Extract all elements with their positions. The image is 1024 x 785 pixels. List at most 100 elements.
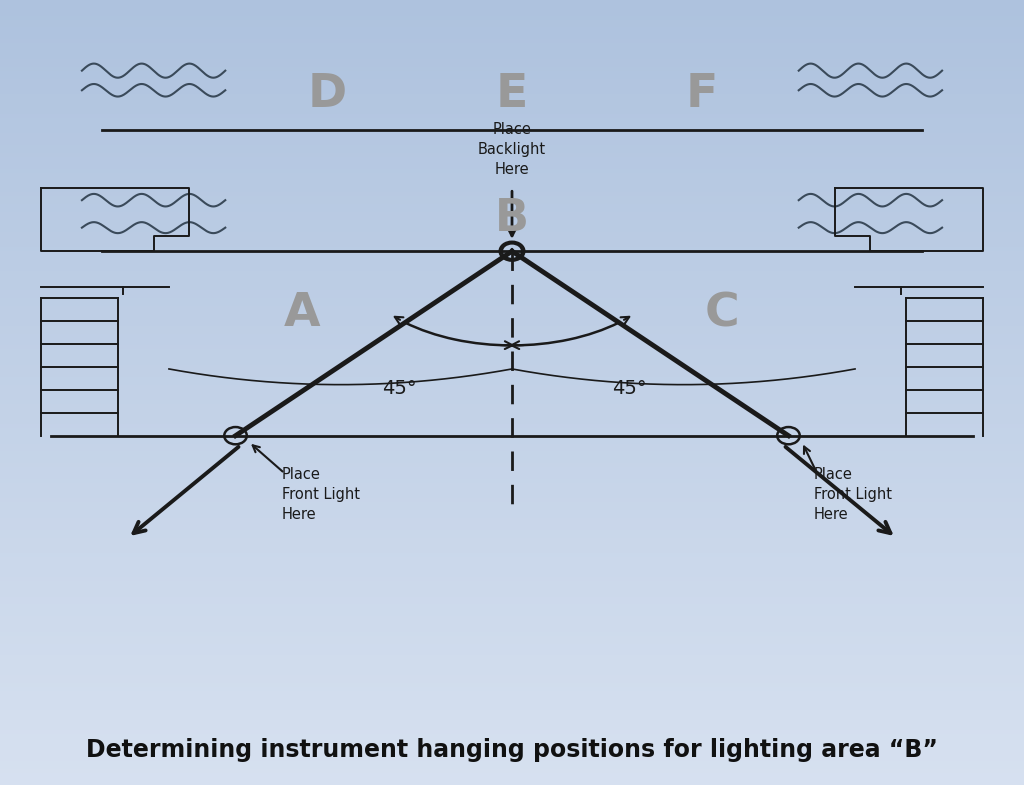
Bar (0, 432, 1024, 436)
Text: 45°: 45° (612, 379, 647, 398)
Bar (0, 192, 1024, 196)
Bar (0, 102, 1024, 106)
Bar (0, 236, 1024, 239)
Bar (0, 259, 1024, 263)
Bar (0, 181, 1024, 184)
Bar (0, 758, 1024, 761)
Bar (0, 271, 1024, 275)
Bar (0, 39, 1024, 43)
Bar (0, 169, 1024, 173)
Bar (0, 553, 1024, 557)
Bar (0, 24, 1024, 27)
Bar (0, 106, 1024, 110)
Bar (0, 498, 1024, 502)
Bar (0, 573, 1024, 577)
Bar (0, 761, 1024, 765)
Bar (0, 604, 1024, 608)
Bar (0, 659, 1024, 663)
Bar (0, 157, 1024, 161)
Bar (0, 510, 1024, 514)
Bar (0, 161, 1024, 165)
Bar (0, 59, 1024, 63)
Bar (0, 628, 1024, 632)
Bar (0, 585, 1024, 589)
Bar (0, 624, 1024, 628)
Bar (0, 20, 1024, 24)
Text: E: E (496, 71, 528, 117)
Bar (0, 569, 1024, 573)
Bar (0, 267, 1024, 271)
Bar (0, 699, 1024, 703)
Bar (0, 232, 1024, 236)
Bar (0, 341, 1024, 345)
Bar (0, 754, 1024, 758)
Bar (0, 322, 1024, 326)
Bar (0, 310, 1024, 314)
Bar (0, 546, 1024, 549)
Text: F: F (685, 71, 718, 117)
Bar (0, 314, 1024, 318)
Text: B: B (495, 197, 529, 239)
Bar (0, 444, 1024, 447)
Bar (0, 114, 1024, 118)
Bar (0, 365, 1024, 369)
Bar (0, 612, 1024, 616)
Bar (0, 196, 1024, 200)
Bar (0, 412, 1024, 416)
Bar (0, 16, 1024, 20)
Bar (0, 200, 1024, 204)
Bar (0, 294, 1024, 298)
Bar (0, 404, 1024, 408)
Bar (0, 487, 1024, 491)
Bar (0, 298, 1024, 302)
Bar (0, 479, 1024, 483)
Bar (0, 522, 1024, 526)
Bar (0, 126, 1024, 130)
Bar (0, 334, 1024, 338)
Bar (0, 663, 1024, 667)
Bar (0, 122, 1024, 126)
Bar (0, 302, 1024, 306)
Bar (0, 408, 1024, 412)
Bar (0, 389, 1024, 392)
Bar (0, 239, 1024, 243)
Bar (0, 671, 1024, 675)
Bar (0, 90, 1024, 94)
Bar (0, 75, 1024, 78)
Bar (0, 51, 1024, 55)
Bar (0, 424, 1024, 428)
Bar (0, 483, 1024, 487)
Bar (0, 345, 1024, 349)
Bar (0, 561, 1024, 565)
Bar (0, 118, 1024, 122)
Bar (0, 726, 1024, 730)
Bar (0, 491, 1024, 495)
Bar (0, 287, 1024, 290)
Bar (0, 110, 1024, 114)
Bar (0, 428, 1024, 432)
Bar (0, 145, 1024, 149)
Bar (0, 369, 1024, 373)
Bar (0, 373, 1024, 377)
Bar (0, 326, 1024, 330)
Bar (0, 377, 1024, 381)
Bar (0, 212, 1024, 216)
Bar (0, 722, 1024, 726)
Bar (0, 12, 1024, 16)
Bar (0, 63, 1024, 67)
Bar (0, 781, 1024, 785)
Bar (0, 706, 1024, 710)
Bar (0, 655, 1024, 659)
Bar (0, 4, 1024, 8)
Bar (0, 27, 1024, 31)
Bar (0, 98, 1024, 102)
Bar (0, 35, 1024, 39)
Bar (0, 283, 1024, 287)
Bar (0, 742, 1024, 746)
Bar (0, 718, 1024, 722)
Bar (0, 141, 1024, 145)
Bar (0, 640, 1024, 644)
Bar (0, 518, 1024, 522)
Bar (0, 667, 1024, 671)
Text: A: A (284, 291, 321, 337)
